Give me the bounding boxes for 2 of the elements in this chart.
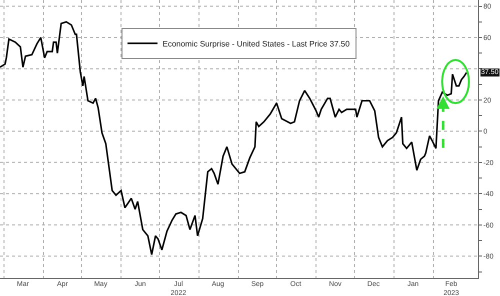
legend-label: Economic Surprise - United States - Last Price 37.50: [162, 39, 350, 48]
line-series: [0, 21, 468, 256]
